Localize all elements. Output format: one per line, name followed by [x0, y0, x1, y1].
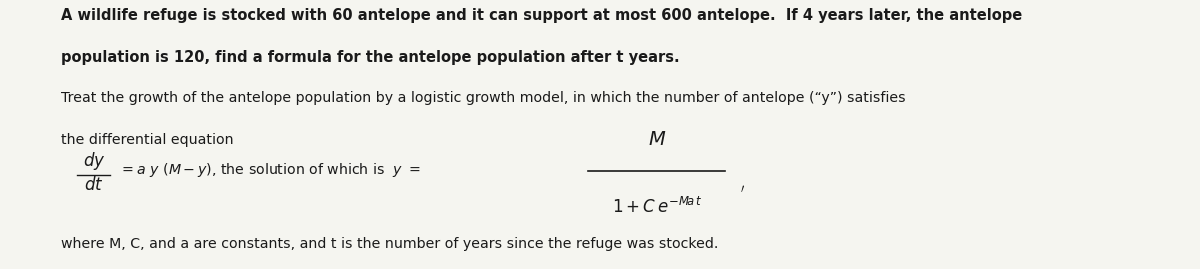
Text: $dy$: $dy$: [83, 150, 106, 172]
Text: $M$: $M$: [648, 131, 666, 149]
Text: $= a\ y\ (M - y)$, the solution of which is  $y\ =$: $= a\ y\ (M - y)$, the solution of which…: [119, 161, 421, 179]
Text: Treat the growth of the antelope population by a logistic growth model, in which: Treat the growth of the antelope populat…: [61, 91, 905, 105]
Text: $dt$: $dt$: [84, 176, 103, 194]
Text: $'$: $'$: [739, 185, 745, 203]
Text: A wildlife refuge is stocked with 60 antelope and it can support at most 600 ant: A wildlife refuge is stocked with 60 ant…: [61, 8, 1022, 23]
Text: the differential equation: the differential equation: [61, 133, 233, 147]
Text: population is 120, find a formula for the antelope population after t years.: population is 120, find a formula for th…: [61, 50, 679, 65]
Text: where M, C, and a are constants, and t is the number of years since the refuge w: where M, C, and a are constants, and t i…: [61, 238, 718, 252]
Text: $1 + C\,e^{-M\!a\,t}$: $1 + C\,e^{-M\!a\,t}$: [612, 197, 702, 217]
